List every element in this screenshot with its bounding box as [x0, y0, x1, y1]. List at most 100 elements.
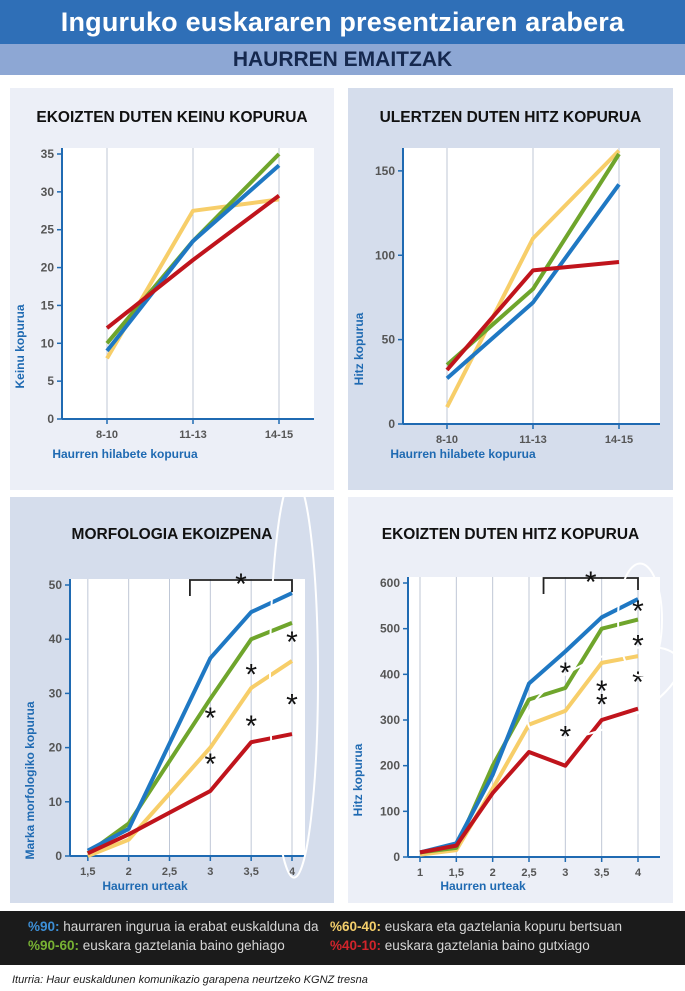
y-axis-label: Keinu kopurua — [13, 304, 27, 388]
chart-ulertzen: ULERTZEN DUTEN HITZ KOPURUA 8-10 11-13 14-1… — [348, 88, 673, 490]
y-axis-label: Hitz kopurua — [352, 312, 366, 385]
legend-item-p90-60: %90-60: euskara gaztelania baino gehiago — [28, 938, 285, 953]
y-tick-label: 35 — [41, 147, 55, 161]
legend-code: %40-10: — [330, 938, 382, 953]
legend-code: %60-40: — [330, 919, 382, 934]
series-line-p90-60 — [419, 617, 639, 855]
series-line-p40-10 — [445, 260, 620, 372]
significance-bracket — [542, 577, 639, 594]
legend-item-p90: %90: haurraren ingurua ia erabat euskald… — [28, 919, 318, 934]
source-note: Iturria: Haur euskaldunen komunikazio ga… — [12, 974, 368, 986]
grid — [419, 577, 639, 857]
significance-star: * — [596, 675, 608, 708]
legend-code: %90-60: — [28, 938, 80, 953]
significance-star: * — [235, 568, 247, 601]
chart-hitz: EKOIZTEN DUTEN HITZ KOPURUA 1 1,5 2 2,5 3 3,5 4… — [348, 497, 673, 903]
x-tick-label: 14-15 — [265, 429, 293, 441]
y-tick-label: 15 — [41, 298, 55, 312]
significance-star: * — [204, 748, 216, 781]
grid — [87, 579, 293, 856]
significance-bracket — [189, 579, 293, 596]
y-axis-label: Hitz kopurua — [351, 743, 365, 816]
y-tick-label: 0 — [47, 412, 54, 426]
x-tick-label: 3,5 — [594, 867, 609, 879]
y-tick-label: 20 — [41, 261, 55, 275]
y-tick-label: 100 — [375, 248, 395, 262]
significance-star: * — [245, 710, 257, 743]
x-tick-label: 1,5 — [449, 867, 464, 879]
plot-area — [403, 148, 660, 424]
page-title: Inguruko euskararen presentziaren araber… — [0, 0, 685, 44]
page-subtitle: HAURREN EMAITZAK — [0, 44, 685, 75]
plot-area — [62, 148, 314, 419]
plot-area — [408, 577, 660, 857]
legend: %90: haurraren ingurua ia erabat euskald… — [0, 911, 685, 965]
y-tick-label: 25 — [41, 223, 55, 237]
y-axis-label: Marka morfologiko kopurua — [23, 701, 37, 859]
chart-panel-morfologia: MORFOLOGIA EKOIZPENA 1,5 2 2,5 3 3,5 4 0 10 20 30 4… — [10, 497, 334, 903]
legend-text: haurraren ingurua ia erabat euskalduna d… — [63, 919, 319, 934]
series-line-p60-40 — [87, 659, 294, 858]
y-tick-label: 50 — [49, 578, 63, 592]
y-tick-label: 30 — [41, 185, 55, 199]
x-tick-label: 1,5 — [80, 866, 95, 878]
x-tick-label: 2,5 — [521, 867, 536, 879]
y-tick-label: 500 — [380, 622, 400, 636]
y-tick-label: 50 — [382, 333, 396, 347]
legend-text: euskara eta gaztelania kopuru bertsuan — [384, 919, 622, 934]
y-tick-label: 10 — [49, 795, 63, 809]
legend-text: euskara gaztelania baino gutxiago — [384, 938, 590, 953]
chart-panel-hitz: EKOIZTEN DUTEN HITZ KOPURUA 1 1,5 2 2,5 3 3,5 4… — [348, 497, 673, 903]
grid — [106, 148, 280, 419]
chart-title: ULERTZEN DUTEN HITZ KOPURUA — [380, 109, 642, 126]
chart-title: EKOIZTEN DUTEN KEINU KOPURUA — [36, 109, 307, 126]
x-tick-label: 3 — [562, 867, 568, 879]
x-tick-label: 4 — [289, 866, 296, 878]
significance-star: * — [204, 702, 216, 735]
chart-keinu: EKOIZTEN DUTEN KEINU KOPURUA 8-10 11-13 14-… — [10, 88, 334, 490]
chart-panel-ulertzen: ULERTZEN DUTEN HITZ KOPURUA 8-10 11-13 14-1… — [348, 88, 673, 490]
highlight-ellipse — [526, 646, 673, 740]
x-tick-label: 2,5 — [162, 866, 177, 878]
x-tick-label: 3 — [207, 866, 213, 878]
highlight-ellipse — [269, 497, 319, 879]
series-line-p40-10 — [86, 732, 293, 856]
y-tick-label: 30 — [49, 686, 63, 700]
y-tick-label: 150 — [375, 164, 395, 178]
x-axis-label: Haurren hilabete kopurua — [390, 447, 536, 461]
y-tick-label: 40 — [49, 632, 63, 646]
y-tick-label: 400 — [380, 667, 400, 681]
legend-text: euskara gaztelania baino gehiago — [82, 938, 285, 953]
series-line-p40-10 — [105, 193, 281, 330]
x-tick-label: 3,5 — [244, 866, 259, 878]
significance-star: * — [632, 595, 644, 628]
x-axis-label: Haurren urteak — [102, 879, 188, 893]
x-tick-label: 8-10 — [96, 429, 118, 441]
series-line-p90 — [86, 591, 293, 853]
legend-code: %90: — [28, 919, 60, 934]
x-tick-label: 1 — [417, 867, 423, 879]
significance-star: * — [286, 626, 298, 659]
y-tick-label: 0 — [388, 417, 395, 431]
chart-title: EKOIZTEN DUTEN HITZ KOPURUA — [382, 526, 639, 543]
legend-item-p40-10: %40-10: euskara gaztelania baino gutxiag… — [330, 938, 590, 953]
y-tick-label: 100 — [380, 804, 400, 818]
y-tick-label: 20 — [49, 741, 63, 755]
y-tick-label: 0 — [393, 850, 400, 864]
chart-panel-keinu: EKOIZTEN DUTEN KEINU KOPURUA 8-10 11-13 14-… — [10, 88, 334, 490]
x-tick-label: 2 — [490, 867, 496, 879]
chart-title: MORFOLOGIA EKOIZPENA — [72, 526, 273, 543]
x-tick-label: 4 — [635, 867, 642, 879]
series-line-p40-10 — [419, 706, 639, 855]
series-line-p90-60 — [86, 621, 293, 855]
x-axis-label: Haurren hilabete kopurua — [52, 447, 198, 461]
significance-star: * — [632, 666, 644, 699]
y-tick-label: 10 — [41, 336, 55, 350]
significance-star: * — [286, 689, 298, 722]
x-axis-label: Haurren urteak — [440, 879, 526, 893]
x-tick-label: 11-13 — [179, 429, 207, 441]
significance-star: * — [632, 629, 644, 662]
plot-area — [70, 579, 305, 856]
y-tick-label: 5 — [47, 374, 54, 388]
